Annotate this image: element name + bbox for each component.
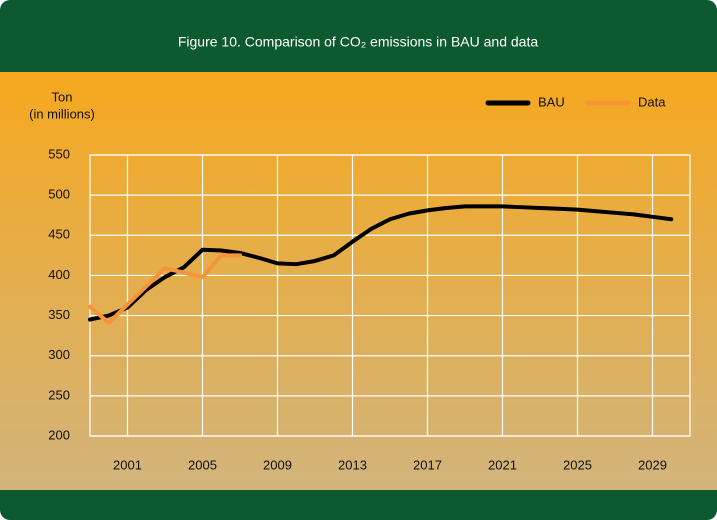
x-tick-label: 2013 xyxy=(338,457,367,472)
y-tick-label: 350 xyxy=(48,307,70,322)
x-tick-label: 2017 xyxy=(413,457,442,472)
y-tick-label: 450 xyxy=(48,227,70,242)
line-series xyxy=(88,204,674,322)
y-tick-label: 550 xyxy=(48,146,70,161)
x-tick-label: 2021 xyxy=(488,457,517,472)
line-series xyxy=(88,253,242,325)
x-tick-label: 2001 xyxy=(113,457,142,472)
y-tick-label: 300 xyxy=(48,347,70,362)
y-tick-label: 400 xyxy=(48,267,70,282)
x-tick-label: 2009 xyxy=(263,457,292,472)
y-axis-label: Ton xyxy=(52,89,73,104)
chart-title: Figure 10. Comparison of CO₂ emissions i… xyxy=(178,34,538,50)
legend-label: Data xyxy=(638,94,666,109)
x-tick-label: 2029 xyxy=(638,457,667,472)
x-tick-label: 2025 xyxy=(563,457,592,472)
plot-background xyxy=(0,72,717,490)
y-axis-label: (in millions) xyxy=(29,106,95,121)
y-tick-label: 250 xyxy=(48,387,70,402)
y-tick-label: 500 xyxy=(48,187,70,202)
x-tick-label: 2005 xyxy=(188,457,217,472)
y-tick-label: 200 xyxy=(48,427,70,442)
legend-label: BAU xyxy=(538,94,565,109)
